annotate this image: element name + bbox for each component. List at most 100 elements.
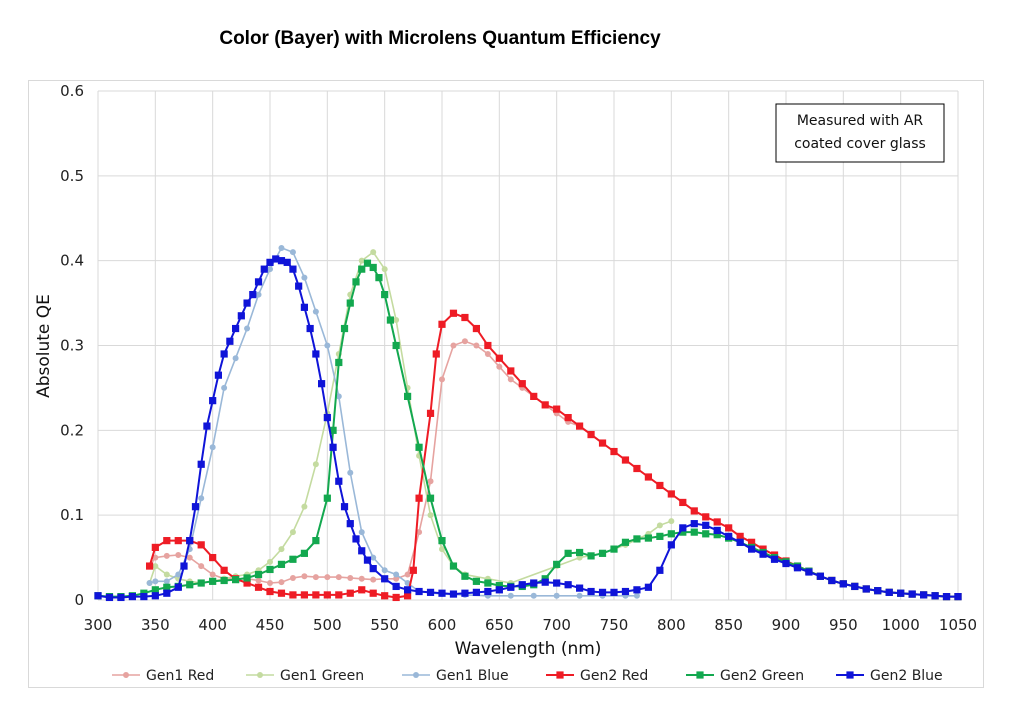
data-point xyxy=(312,574,319,581)
data-point xyxy=(272,255,280,263)
x-tick-label: 300 xyxy=(84,616,113,634)
data-point xyxy=(289,555,297,563)
annotation-box: Measured with AR coated cover glass xyxy=(775,103,945,163)
data-point xyxy=(301,573,308,580)
data-point xyxy=(409,566,417,574)
series-line-gen2-green xyxy=(97,261,958,598)
data-point xyxy=(793,564,802,572)
series-gen2-blue xyxy=(94,255,962,602)
data-point xyxy=(254,278,263,286)
data-point xyxy=(392,593,400,602)
data-point xyxy=(633,464,641,473)
data-point xyxy=(295,282,303,290)
series-gen2-red xyxy=(146,309,962,602)
data-point xyxy=(232,355,239,362)
data-point xyxy=(335,477,343,485)
data-point xyxy=(507,367,515,375)
data-point xyxy=(404,586,412,594)
data-point xyxy=(220,576,228,585)
data-point xyxy=(610,545,618,553)
data-point xyxy=(598,439,607,447)
data-point xyxy=(461,313,469,322)
data-point xyxy=(244,325,251,332)
data-point xyxy=(736,532,744,540)
chart-frame xyxy=(28,80,984,688)
y-tick-label: 0.1 xyxy=(60,506,84,524)
data-point xyxy=(335,358,343,367)
x-tick-label: 400 xyxy=(198,616,227,634)
data-point xyxy=(553,560,561,568)
data-point xyxy=(690,520,698,528)
data-point xyxy=(335,591,343,599)
data-point xyxy=(576,592,583,599)
data-point xyxy=(920,591,928,599)
y-tick-label: 0.2 xyxy=(60,421,84,439)
data-point xyxy=(507,583,515,591)
data-point xyxy=(381,592,389,600)
data-point xyxy=(690,507,698,515)
data-point xyxy=(679,524,687,532)
data-point xyxy=(518,581,526,589)
data-point xyxy=(564,581,572,589)
legend-label: Gen1 Red xyxy=(146,668,214,684)
data-point xyxy=(610,588,618,596)
data-point xyxy=(151,586,159,594)
data-point xyxy=(668,518,675,525)
data-point xyxy=(530,392,538,400)
data-point xyxy=(209,444,216,451)
data-point xyxy=(254,570,263,579)
data-point xyxy=(220,566,228,574)
data-point xyxy=(495,354,503,362)
legend-item-gen1-green: Gen1 Green xyxy=(246,668,364,684)
data-point xyxy=(243,574,251,582)
data-point xyxy=(358,529,365,536)
y-axis-label: Absolute QE xyxy=(34,294,54,398)
x-tick-label: 700 xyxy=(542,616,571,634)
data-point xyxy=(426,588,435,596)
data-point xyxy=(679,498,687,507)
x-tick-label: 350 xyxy=(141,616,170,634)
data-point xyxy=(323,414,331,422)
data-point xyxy=(426,494,435,502)
data-point xyxy=(404,592,412,600)
data-point xyxy=(267,266,273,273)
data-point xyxy=(358,265,366,273)
data-point xyxy=(415,494,423,502)
data-point xyxy=(404,571,411,578)
data-point xyxy=(656,522,663,529)
data-point xyxy=(232,324,240,333)
data-point xyxy=(363,556,372,564)
data-point xyxy=(610,447,618,456)
data-point xyxy=(174,537,182,545)
data-point xyxy=(105,593,114,602)
data-point xyxy=(415,443,423,451)
data-point xyxy=(255,291,262,298)
series-line-gen1-blue xyxy=(149,246,637,597)
data-point xyxy=(352,278,360,286)
data-point xyxy=(725,532,733,540)
data-point xyxy=(874,587,882,595)
data-point xyxy=(146,562,154,570)
data-point xyxy=(449,562,458,570)
data-point xyxy=(472,324,480,333)
data-point xyxy=(702,530,710,538)
data-point xyxy=(438,589,446,597)
data-point xyxy=(289,265,297,273)
annotation-line-1: Measured with AR xyxy=(797,113,924,129)
data-point xyxy=(449,309,458,317)
data-point xyxy=(392,582,400,591)
data-point xyxy=(198,495,205,502)
series-line-gen1-green xyxy=(148,251,672,584)
data-point xyxy=(393,317,400,324)
x-tick-label: 600 xyxy=(428,616,457,634)
data-point xyxy=(324,574,331,581)
data-point xyxy=(152,563,159,570)
legend-item-gen1-blue: Gen1 Blue xyxy=(402,668,509,684)
data-point xyxy=(461,572,469,580)
data-point xyxy=(232,576,240,584)
data-point xyxy=(828,576,836,585)
data-point xyxy=(175,552,182,559)
data-point xyxy=(369,565,377,573)
data-point xyxy=(306,324,314,333)
